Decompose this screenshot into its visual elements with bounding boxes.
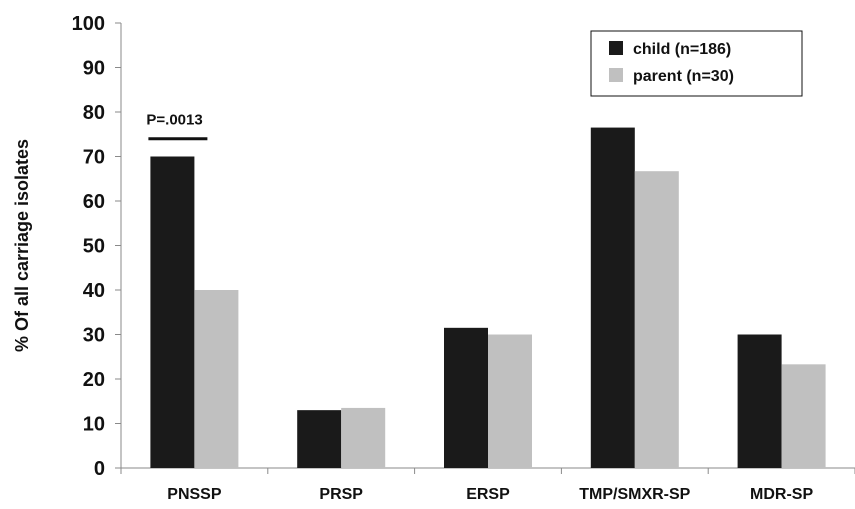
x-tick-label: TMP/SMXR-SP bbox=[579, 486, 690, 503]
bar-child bbox=[444, 327, 488, 468]
y-tick-label: 10 bbox=[83, 414, 105, 436]
x-tick-label: PRSP bbox=[319, 486, 363, 503]
y-tick-label: 90 bbox=[83, 58, 105, 80]
x-tick-label: MDR-SP bbox=[750, 486, 813, 503]
bar-parent bbox=[341, 407, 386, 468]
bars bbox=[150, 127, 826, 468]
legend: child (n=186) parent (n=30) bbox=[590, 30, 803, 97]
y-axis-title: % Of all carriage isolates bbox=[12, 139, 32, 352]
bar-child bbox=[297, 410, 342, 468]
bar-parent bbox=[488, 334, 532, 468]
bar-child bbox=[150, 156, 195, 468]
x-tick-label: ERSP bbox=[466, 486, 510, 503]
annotations: P=.0013 bbox=[146, 112, 208, 141]
y-tick-label: 50 bbox=[83, 236, 105, 258]
legend-label: parent (n=30) bbox=[633, 68, 734, 85]
y-tick-label: 30 bbox=[83, 325, 105, 347]
axes bbox=[115, 22, 855, 474]
legend-swatch bbox=[609, 41, 623, 55]
y-tick-label: 40 bbox=[83, 280, 105, 302]
labels: 0 10 20 30 40 50 60 70 80 90 100 PNSSP PRSP ERSP TMP/S… bbox=[12, 13, 813, 503]
legend-box bbox=[590, 30, 803, 97]
legend-swatch bbox=[609, 68, 623, 82]
bar-parent bbox=[634, 171, 679, 468]
significance-label: P=.0013 bbox=[146, 112, 202, 129]
y-tick-label: 80 bbox=[83, 102, 105, 124]
legend-label: child (n=186) bbox=[633, 41, 731, 58]
y-tick-label: 20 bbox=[83, 369, 105, 391]
x-tick-label: PNSSP bbox=[167, 486, 222, 503]
bar-child bbox=[737, 334, 782, 468]
y-tick-label: 0 bbox=[94, 458, 105, 480]
bar-child bbox=[590, 127, 635, 468]
y-tick-label: 60 bbox=[83, 191, 105, 213]
y-tick-label: 100 bbox=[72, 13, 105, 35]
bar-parent bbox=[194, 290, 239, 468]
y-tick-label: 70 bbox=[83, 147, 105, 169]
bar-parent bbox=[781, 364, 826, 468]
